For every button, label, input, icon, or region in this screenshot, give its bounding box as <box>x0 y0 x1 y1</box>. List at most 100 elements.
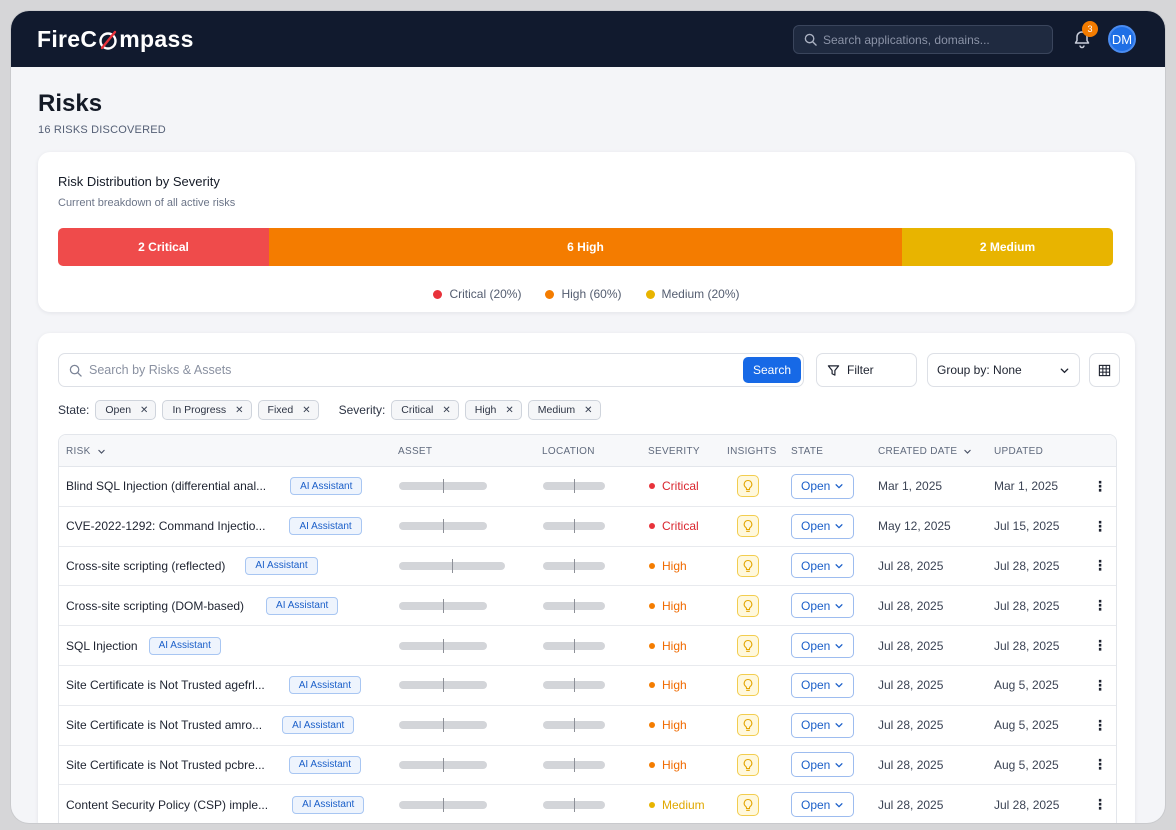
lightbulb-icon[interactable] <box>737 793 759 816</box>
table-row[interactable]: Content Security Policy (CSP) imple... AI… <box>59 785 1116 823</box>
state-cell: Open <box>791 586 854 625</box>
state-chip-fixed[interactable]: Fixed ✕ <box>257 400 319 420</box>
column-header-created-date[interactable]: CREATED DATE <box>878 446 972 457</box>
lightbulb-icon[interactable] <box>737 554 759 577</box>
lightbulb-icon[interactable] <box>737 634 759 657</box>
ai-assistant-badge[interactable]: AI Assistant <box>245 556 318 575</box>
risk-name[interactable]: SQL Injection <box>66 638 138 653</box>
more-options-icon[interactable]: ⋮ <box>1093 477 1107 494</box>
table-row[interactable]: Cross-site scripting (reflected) AI Assis… <box>59 547 1116 587</box>
ai-assistant-badge[interactable]: AI Assistant <box>292 795 365 814</box>
state-dropdown[interactable]: Open <box>791 752 854 778</box>
ai-assistant-badge[interactable]: AI Assistant <box>148 636 221 655</box>
state-dropdown[interactable]: Open <box>791 513 854 539</box>
global-search-input[interactable] <box>823 32 1043 47</box>
state-dropdown[interactable]: Open <box>791 712 854 738</box>
filter-button[interactable]: Filter <box>816 353 917 387</box>
firecompass-logo[interactable]: FireC mpass <box>37 26 194 53</box>
lightbulb-icon[interactable] <box>737 753 759 776</box>
risk-name[interactable]: Content Security Policy (CSP) imple... <box>66 797 269 812</box>
ai-assistant-badge[interactable]: AI Assistant <box>266 596 339 615</box>
column-header-state[interactable]: STATE <box>791 446 824 457</box>
risk-name[interactable]: Site Certificate is Not Trusted agefrl..… <box>66 678 265 693</box>
close-icon[interactable]: ✕ <box>302 404 311 416</box>
ai-assistant-badge[interactable]: AI Assistant <box>289 517 362 536</box>
more-options-icon[interactable]: ⋮ <box>1093 756 1107 773</box>
risk-name[interactable]: Cross-site scripting (DOM-based) <box>66 598 245 613</box>
user-avatar[interactable]: DM <box>1108 25 1136 53</box>
state-chip-open[interactable]: Open ✕ <box>95 400 157 420</box>
close-icon[interactable]: ✕ <box>584 404 593 416</box>
close-icon[interactable]: ✕ <box>140 404 149 416</box>
close-icon[interactable]: ✕ <box>505 404 514 416</box>
risk-search-input[interactable] <box>89 363 729 377</box>
state-chip-in-progress[interactable]: In Progress ✕ <box>162 400 252 420</box>
risk-name[interactable]: Cross-site scripting (reflected) <box>66 558 226 573</box>
column-header-updated[interactable]: UPDATED <box>994 446 1044 457</box>
legend-label: Medium (20%) <box>661 287 740 301</box>
global-search[interactable] <box>793 25 1053 54</box>
ai-assistant-badge[interactable]: AI Assistant <box>290 477 363 496</box>
table-row[interactable]: Cross-site scripting (DOM-based) AI Assis… <box>59 586 1116 627</box>
column-header-location[interactable]: LOCATION <box>542 446 595 457</box>
risk-name[interactable]: CVE-2022-1292: Command Injectio... <box>66 519 266 534</box>
legend-label: Critical (20%) <box>449 287 522 301</box>
more-options-icon[interactable]: ⋮ <box>1093 517 1107 534</box>
state-dropdown[interactable]: Open <box>791 473 854 499</box>
redacted-asset <box>399 638 487 653</box>
ai-assistant-badge[interactable]: AI Assistant <box>288 676 361 695</box>
lightbulb-icon[interactable] <box>737 714 759 737</box>
group-by-dropdown[interactable]: Group by: None <box>927 353 1080 387</box>
state-cell: Open <box>791 467 854 506</box>
column-header-asset[interactable]: ASSET <box>398 446 433 457</box>
top-navbar: FireC mpass 3 DM <box>11 11 1165 67</box>
risk-cell: SQL Injection AI Assistant <box>66 626 221 665</box>
severity-chip-high[interactable]: High ✕ <box>464 400 522 420</box>
close-icon[interactable]: ✕ <box>235 404 244 416</box>
more-options-icon[interactable]: ⋮ <box>1093 597 1107 614</box>
redacted-location <box>543 479 605 494</box>
risk-search-box[interactable]: Search <box>58 353 804 387</box>
severity-chip-medium[interactable]: Medium ✕ <box>527 400 601 420</box>
ai-assistant-badge[interactable]: AI Assistant <box>288 755 361 774</box>
column-header-insights[interactable]: INSIGHTS <box>727 446 777 457</box>
table-row[interactable]: CVE-2022-1292: Command Injectio... AI Ass… <box>59 507 1116 547</box>
lightbulb-icon[interactable] <box>737 594 759 617</box>
column-header-risk[interactable]: RISK <box>66 446 106 457</box>
search-button[interactable]: Search <box>742 357 801 383</box>
risk-name[interactable]: Site Certificate is Not Trusted pcbre... <box>66 757 265 772</box>
more-options-icon[interactable]: ⋮ <box>1093 716 1107 733</box>
severity-cell: High <box>649 586 687 625</box>
state-dropdown[interactable]: Open <box>791 633 854 659</box>
severity-chip-critical[interactable]: Critical ✕ <box>391 400 459 420</box>
table-row[interactable]: SQL Injection AI Assistant High Open Jul 28,… <box>59 626 1116 666</box>
risk-cell: Cross-site scripting (DOM-based) AI Assis… <box>66 586 339 625</box>
severity-cell: Critical <box>649 507 699 546</box>
table-row[interactable]: Site Certificate is Not Trusted pcbre...… <box>59 746 1116 786</box>
ai-assistant-badge[interactable]: AI Assistant <box>282 716 355 735</box>
more-options-icon[interactable]: ⋮ <box>1093 796 1107 813</box>
table-row[interactable]: Site Certificate is Not Trusted amro... A… <box>59 706 1116 746</box>
state-dropdown[interactable]: Open <box>791 593 854 619</box>
state-dropdown[interactable]: Open <box>791 672 854 698</box>
risk-name[interactable]: Blind SQL Injection (differential anal..… <box>66 479 267 494</box>
updated-date: Jul 28, 2025 <box>994 797 1060 812</box>
chevron-down-icon <box>834 720 844 730</box>
table-row[interactable]: Blind SQL Injection (differential anal..… <box>59 467 1116 507</box>
lightbulb-icon[interactable] <box>737 475 759 498</box>
state-value: Open <box>801 598 831 613</box>
lightbulb-icon[interactable] <box>737 674 759 697</box>
logo-text-suffix: mpass <box>119 25 194 52</box>
lightbulb-icon[interactable] <box>737 515 759 538</box>
more-options-icon[interactable]: ⋮ <box>1093 676 1107 693</box>
state-dropdown[interactable]: Open <box>791 792 854 818</box>
legend-item: Medium (20%) <box>645 287 740 301</box>
column-settings-button[interactable] <box>1089 353 1120 387</box>
more-options-icon[interactable]: ⋮ <box>1093 557 1107 574</box>
column-header-severity[interactable]: SEVERITY <box>648 446 700 457</box>
risk-name[interactable]: Site Certificate is Not Trusted amro... <box>66 718 263 733</box>
state-dropdown[interactable]: Open <box>791 553 854 579</box>
table-row[interactable]: Site Certificate is Not Trusted agefrl..… <box>59 666 1116 706</box>
close-icon[interactable]: ✕ <box>442 404 451 416</box>
more-options-icon[interactable]: ⋮ <box>1093 637 1107 654</box>
